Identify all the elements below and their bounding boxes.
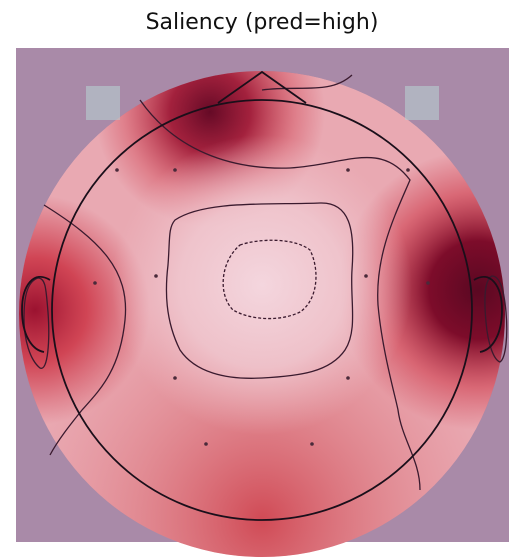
sensor-dot: [346, 376, 350, 380]
overlay-patch: [405, 86, 439, 120]
sensor-dot: [154, 274, 158, 278]
sensor-dot: [406, 168, 410, 172]
sensor-dot: [364, 274, 368, 278]
sensor-dot: [115, 168, 119, 172]
sensor-dot: [93, 281, 97, 285]
sensor-dot: [426, 281, 430, 285]
overlay-patch: [86, 86, 120, 120]
sensor-dot: [173, 376, 177, 380]
sensor-dot: [310, 442, 314, 446]
sensor-dot: [346, 168, 350, 172]
sensor-dot: [204, 442, 208, 446]
sensor-dot: [173, 168, 177, 172]
